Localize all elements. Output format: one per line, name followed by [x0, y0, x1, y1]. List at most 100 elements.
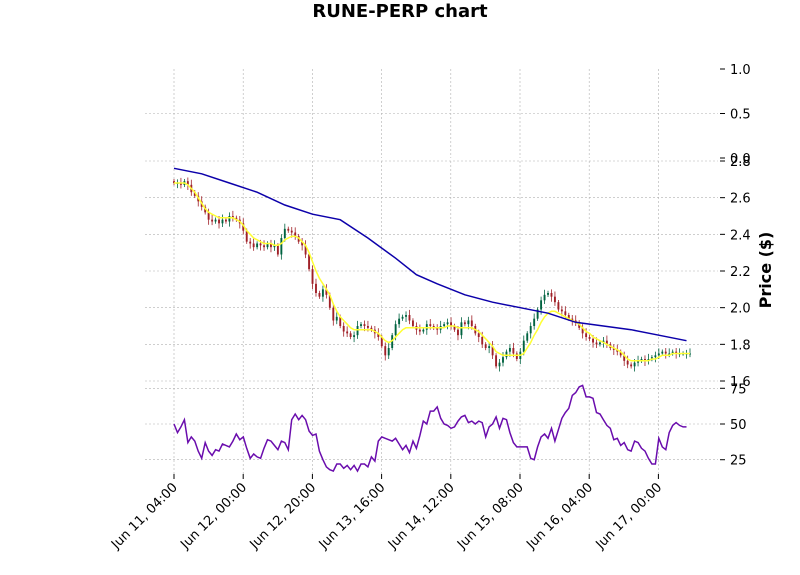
- candle-body: [384, 346, 387, 356]
- candle-body: [273, 245, 276, 248]
- candle-body: [633, 362, 636, 367]
- candle-body: [463, 322, 466, 325]
- price-ytick-label: 2.2: [730, 265, 751, 280]
- candle-body: [481, 337, 484, 345]
- candle-body: [612, 348, 615, 350]
- candle-body: [228, 216, 231, 222]
- candle-body: [488, 346, 491, 348]
- candle-body: [533, 318, 536, 326]
- candle-body: [193, 192, 196, 196]
- candle-body: [543, 294, 546, 301]
- candle-body: [505, 351, 508, 358]
- candle-body: [318, 293, 321, 297]
- candle-body: [412, 320, 414, 326]
- candle-body: [429, 324, 432, 326]
- top-panel: 0.0 0.5 1.0: [720, 63, 751, 167]
- candle-body: [321, 289, 324, 297]
- candle-body: [380, 337, 383, 347]
- candle-body: [484, 344, 487, 348]
- candle-body: [221, 219, 224, 224]
- candle-body: [422, 329, 425, 332]
- candle-body: [252, 243, 255, 248]
- candle-body: [349, 333, 352, 337]
- candle-body: [654, 355, 657, 358]
- x-tick-label: Jun 17, 00:00: [593, 480, 666, 553]
- candle-body: [335, 316, 338, 321]
- candle-body: [470, 320, 473, 326]
- candle-body: [502, 357, 504, 363]
- candle-body: [173, 181, 175, 183]
- rsi-ytick-label: 75: [730, 382, 747, 397]
- candle-body: [408, 315, 411, 321]
- candle-body: [398, 318, 401, 325]
- price-axis-label: Price ($): [756, 232, 775, 309]
- candle-body: [432, 326, 435, 328]
- x-tick-label: Jun 14, 12:00: [385, 480, 458, 553]
- candle-body: [377, 333, 380, 337]
- candle-body: [526, 333, 529, 341]
- candle-body: [522, 340, 525, 352]
- candle-body: [287, 228, 290, 231]
- candle-body: [599, 342, 601, 345]
- candle-body: [401, 316, 404, 319]
- candle-body: [242, 223, 245, 231]
- candle-body: [602, 340, 605, 343]
- candle-body: [626, 360, 629, 365]
- candle-body: [508, 348, 511, 352]
- candle-body: [387, 348, 390, 356]
- top-ytick-label: 0.5: [730, 108, 751, 123]
- candle-body: [207, 212, 210, 220]
- candle-body: [467, 320, 470, 325]
- candle-body: [671, 351, 674, 354]
- x-tick-label: Jun 13, 16:00: [316, 480, 389, 553]
- candle-body: [245, 230, 248, 242]
- candle-body: [550, 293, 553, 297]
- x-tick-label: Jun 16, 04:00: [523, 480, 596, 553]
- candle-body: [650, 357, 653, 359]
- candle-body: [460, 322, 463, 336]
- candle-body: [311, 269, 314, 284]
- candle-body: [657, 353, 660, 356]
- candle-body: [668, 353, 671, 355]
- candle-body: [605, 340, 608, 345]
- ma-fast-line: [174, 182, 690, 362]
- candle-body: [315, 283, 317, 293]
- candle-body: [218, 219, 220, 224]
- candle-body: [515, 353, 518, 359]
- candle-body: [571, 318, 574, 321]
- candle-body: [231, 216, 234, 218]
- price-panel: 1.6 1.8 2.0 2.2 2.4 2.6 2.8: [173, 155, 751, 390]
- candle-body: [339, 316, 342, 326]
- candle-body: [616, 349, 619, 352]
- price-ytick-label: 2.4: [730, 228, 751, 243]
- chart-title: RUNE-PERP chart: [312, 1, 488, 22]
- candle-body: [259, 243, 262, 246]
- candle-body: [214, 219, 217, 222]
- candle-body: [457, 329, 459, 336]
- candle-body: [283, 228, 286, 238]
- candle-body: [301, 241, 304, 246]
- candle-body: [360, 324, 362, 326]
- price-ytick-label: 1.6: [730, 375, 751, 390]
- candle-body: [391, 335, 394, 348]
- candle-body: [405, 315, 407, 317]
- candle-body: [588, 337, 591, 339]
- candle-body: [644, 359, 646, 361]
- candle-body: [179, 183, 182, 185]
- candle-body: [557, 302, 560, 310]
- candle-body: [294, 232, 297, 237]
- candle-body: [450, 322, 452, 326]
- candle-body: [637, 360, 640, 363]
- price-ytick-label: 2.6: [730, 192, 751, 207]
- candle-body: [436, 327, 439, 330]
- candle-body: [366, 326, 369, 328]
- candle-body: [276, 245, 279, 255]
- candle-body: [630, 364, 633, 367]
- candle-body: [280, 238, 283, 255]
- candle-body: [370, 327, 373, 330]
- candle-body: [574, 320, 577, 323]
- candle-body: [211, 219, 214, 222]
- rsi-line: [173, 384, 687, 473]
- candle-body: [495, 355, 498, 367]
